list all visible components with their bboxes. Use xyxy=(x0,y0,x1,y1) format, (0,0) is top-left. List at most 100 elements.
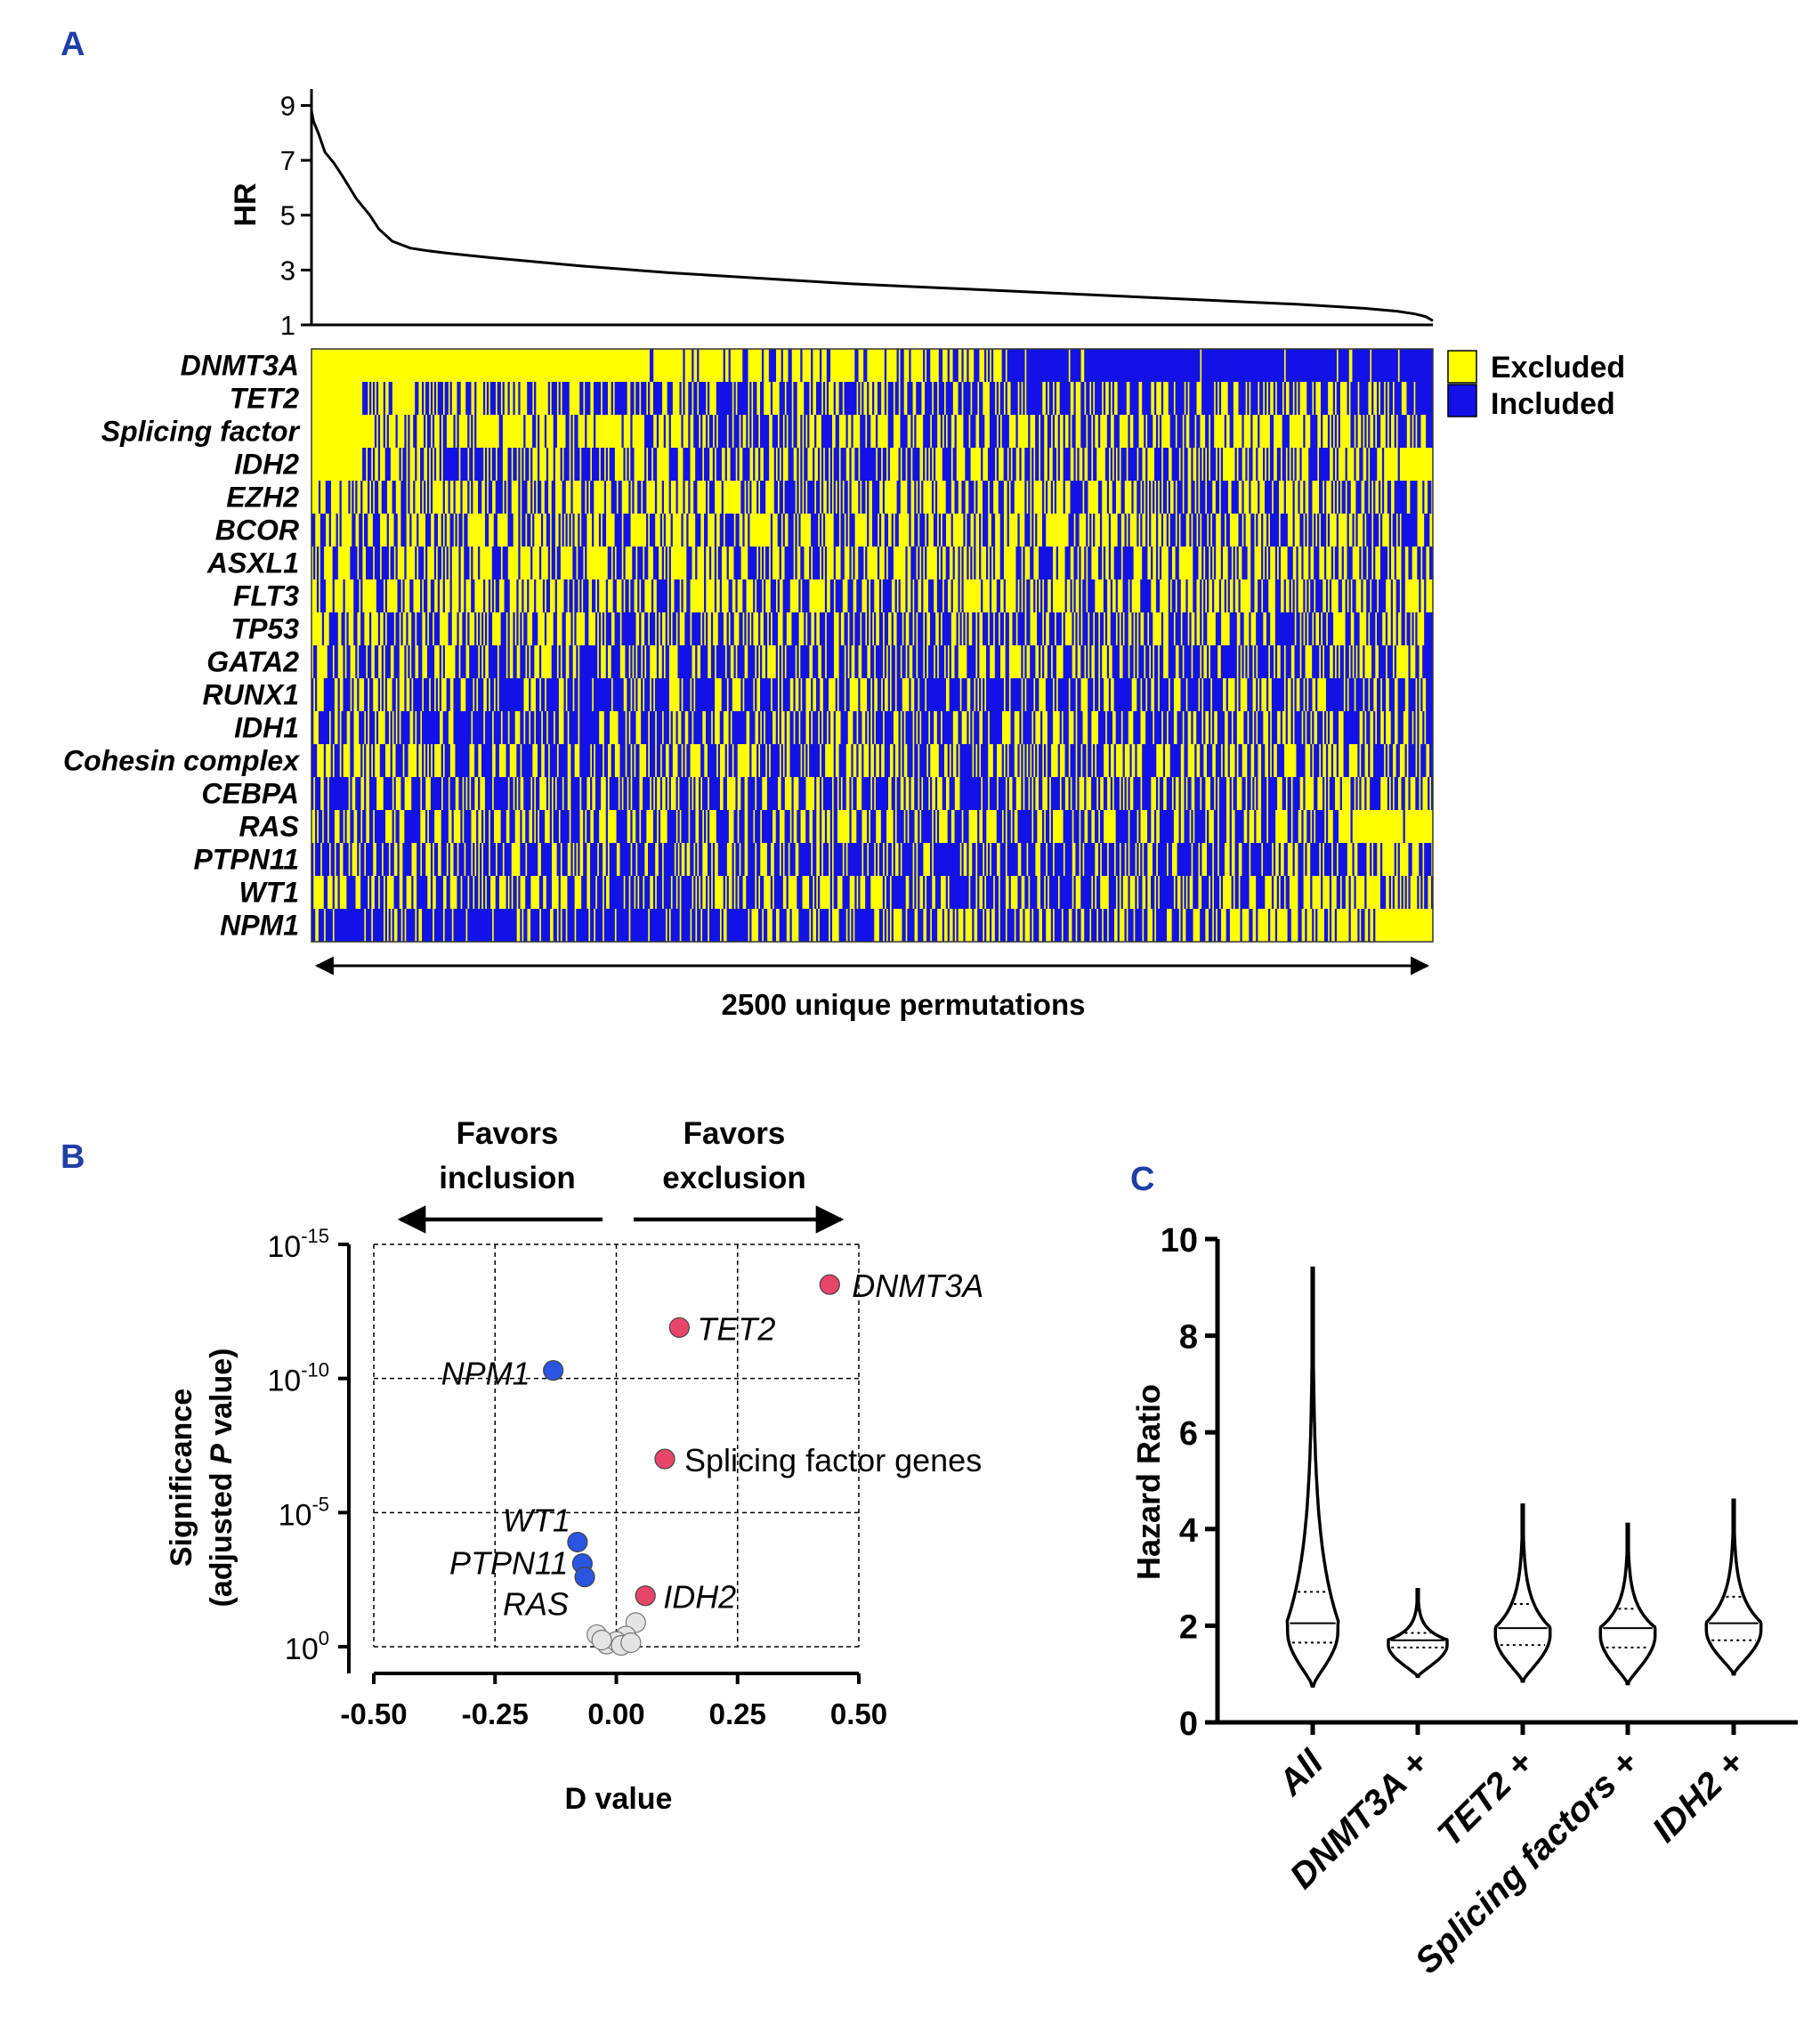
heatmap-cell-included xyxy=(1305,678,1307,711)
heatmap-cell-included xyxy=(318,711,329,744)
heatmap-cell-included xyxy=(1033,579,1036,612)
heatmap-cell-included xyxy=(546,678,559,711)
heatmap-cell-included xyxy=(558,382,561,415)
heatmap-cell-included xyxy=(507,612,510,645)
heatmap-cell-included xyxy=(1419,843,1423,876)
heatmap-cell-included xyxy=(383,777,392,810)
heatmap-cell-included xyxy=(1218,382,1222,415)
heatmap-cell-included xyxy=(719,514,724,547)
heatmap-row-tet2 xyxy=(362,382,1433,415)
heatmap-cell-included xyxy=(393,711,396,744)
heatmap-row-wt1 xyxy=(311,876,1433,909)
heatmap-cell-included xyxy=(934,645,938,678)
heatmap-cell-included xyxy=(1213,547,1217,579)
heatmap-cell-included xyxy=(692,612,701,645)
heatmap-cell-included xyxy=(376,843,383,876)
heatmap-cell-included xyxy=(1234,744,1237,777)
heatmap-cell-included xyxy=(1371,349,1398,382)
heatmap-cell-included xyxy=(641,810,647,843)
heatmap-cell-included xyxy=(797,481,799,514)
heatmap-cell-included xyxy=(860,415,866,448)
heatmap-cell-included xyxy=(936,711,942,744)
heatmap-cell-included xyxy=(1325,744,1329,777)
heatmap-cell-included xyxy=(1040,448,1045,481)
heatmap-cell-included xyxy=(663,876,671,909)
heatmap-cell-included xyxy=(910,415,913,448)
heatmap-cell-included xyxy=(1363,547,1367,579)
heatmap-cell-included xyxy=(596,579,600,612)
heatmap-cell-included xyxy=(1136,481,1141,514)
heatmap-cell-included xyxy=(518,547,521,579)
heatmap-cell-included xyxy=(1151,645,1153,678)
heatmap-cell-included xyxy=(1082,744,1087,777)
heatmap-cell-included xyxy=(814,777,817,810)
heatmap-cell-included xyxy=(856,579,862,612)
heatmap-cell-included xyxy=(865,547,868,579)
heatmap-cell-included xyxy=(530,711,535,744)
heatmap-cell-included xyxy=(716,810,729,843)
heatmap-cell-included xyxy=(760,645,763,678)
heatmap-cell-included xyxy=(782,645,785,678)
heatmap-cell-included xyxy=(737,645,745,678)
heatmap-cell-included xyxy=(975,481,978,514)
heatmap-cell-included xyxy=(1203,711,1206,744)
heatmap-cell-included xyxy=(314,843,321,876)
heatmap-cell-included xyxy=(1256,612,1264,645)
heatmap-cell-included xyxy=(961,579,964,612)
heatmap-cell-included xyxy=(433,382,437,415)
heatmap-cell-included xyxy=(959,744,973,777)
heatmap-cell-included xyxy=(1325,777,1329,810)
heatmap-cell-included xyxy=(675,481,678,514)
heatmap-cell-included xyxy=(999,382,1004,415)
heatmap-cell-included xyxy=(415,448,417,481)
heatmap-cell-included xyxy=(404,744,408,777)
heatmap-cell-included xyxy=(1303,711,1306,744)
heatmap-cell-included xyxy=(1266,678,1269,711)
heatmap-cell-included xyxy=(704,579,707,612)
heatmap-cell-included xyxy=(1079,612,1081,645)
heatmap-cell-included xyxy=(705,876,708,909)
heatmap-cell-included xyxy=(1103,909,1108,942)
heatmap-cell-included xyxy=(1140,579,1152,612)
heatmap-cell-included xyxy=(1339,777,1342,810)
heatmap-cell-included xyxy=(793,678,796,711)
heatmap-cell-included xyxy=(634,645,636,678)
heatmap-cell-included xyxy=(1373,909,1376,942)
heatmap-cell-included xyxy=(558,909,561,942)
heatmap-cell-included xyxy=(547,547,551,579)
heatmap-cell-included xyxy=(343,678,351,711)
heatmap-cell-included xyxy=(435,678,439,711)
heatmap-cell-included xyxy=(945,547,950,579)
heatmap-cell-included xyxy=(448,843,450,876)
heatmap-cell-included xyxy=(384,579,387,612)
heatmap-cell-included xyxy=(1057,744,1060,777)
heatmap-cell-included xyxy=(353,612,358,645)
heatmap-cell-included xyxy=(865,711,868,744)
heatmap-cell-included xyxy=(437,579,441,612)
heatmap-cell-included xyxy=(544,481,549,514)
heatmap-cell-included xyxy=(779,645,781,678)
heatmap-row-label: IDH2 xyxy=(234,449,299,481)
violin-body xyxy=(1285,1266,1340,1689)
heatmap-cell-included xyxy=(1258,711,1264,744)
heatmap-cell-included xyxy=(854,448,859,481)
heatmap-cell-included xyxy=(518,514,521,547)
heatmap-cell-included xyxy=(1184,810,1190,843)
heatmap-cell-included xyxy=(343,843,349,876)
heatmap-cell-included xyxy=(1070,678,1076,711)
heatmap-cell-included xyxy=(772,415,778,448)
heatmap-cell-included xyxy=(1283,481,1286,514)
heatmap-cell-included xyxy=(999,547,1004,579)
heatmap-cell-included xyxy=(668,448,678,481)
heatmap-cell-included xyxy=(1088,810,1092,843)
heatmap-cell-included xyxy=(1047,415,1052,448)
heatmap-cell-included xyxy=(781,777,785,810)
heatmap-cell-included xyxy=(737,382,748,415)
heatmap-cell-included xyxy=(1429,547,1433,579)
heatmap-cell-included xyxy=(1383,711,1387,744)
heatmap-cell-included xyxy=(542,579,546,612)
heatmap-cell-included xyxy=(632,744,635,777)
heatmap-cell-included xyxy=(644,876,651,909)
heatmap-cell-included xyxy=(854,876,857,909)
